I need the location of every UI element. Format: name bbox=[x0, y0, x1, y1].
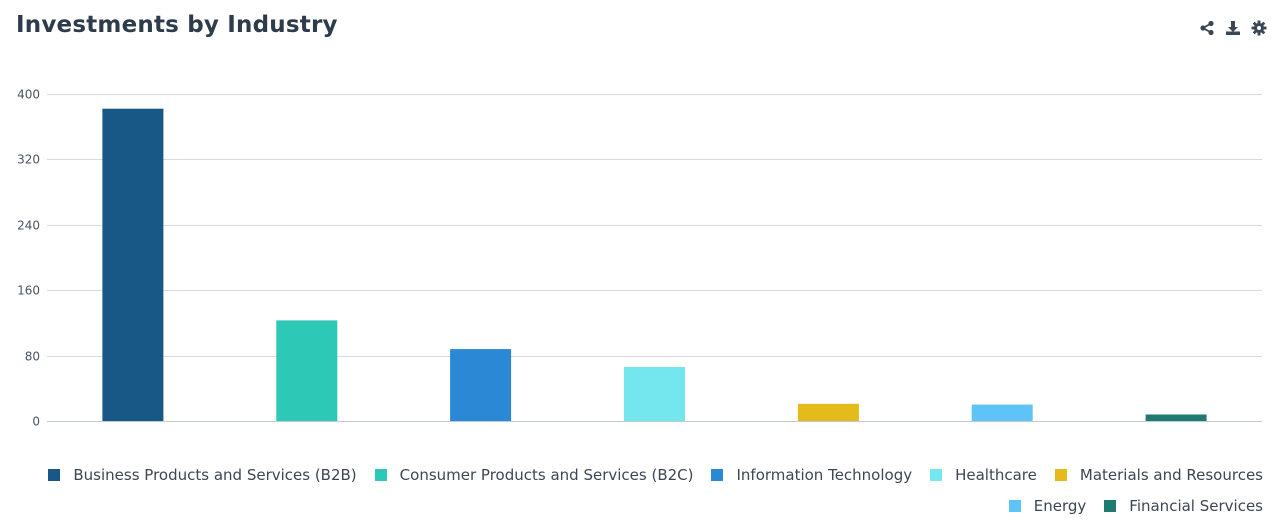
y-tick-label: 0 bbox=[32, 415, 40, 429]
legend-label: Energy bbox=[1033, 497, 1087, 515]
legend-label: Financial Services bbox=[1129, 497, 1263, 515]
legend-label: Information Technology bbox=[736, 466, 913, 484]
legend-swatch bbox=[930, 469, 943, 481]
legend-item[interactable]: Financial Services bbox=[1104, 495, 1263, 517]
chart-title: Investments by Industry bbox=[16, 12, 338, 38]
chart-legend: Business Products and Services (B2B) Cons… bbox=[33, 464, 1263, 517]
chart-toolbar bbox=[1197, 18, 1269, 38]
legend-label: Healthcare bbox=[955, 466, 1037, 484]
bar-7[interactable] bbox=[1145, 414, 1207, 422]
legend-item[interactable]: Materials and Resources bbox=[1054, 464, 1263, 486]
share-icon[interactable] bbox=[1197, 18, 1217, 38]
gear-icon[interactable] bbox=[1249, 18, 1269, 38]
legend-item[interactable]: Information Technology bbox=[711, 464, 912, 486]
legend-item[interactable]: Business Products and Services (B2B) bbox=[48, 464, 357, 486]
bar-3[interactable] bbox=[450, 349, 512, 421]
grid-lines bbox=[47, 94, 1262, 422]
legend-swatch bbox=[1104, 500, 1117, 512]
y-tick-label: 80 bbox=[25, 350, 40, 364]
bar-4[interactable] bbox=[624, 367, 685, 421]
legend-item[interactable]: Healthcare bbox=[930, 464, 1037, 486]
legend-swatch bbox=[1008, 500, 1021, 512]
bar-1[interactable] bbox=[102, 108, 164, 421]
bar-2[interactable] bbox=[276, 320, 338, 421]
legend-label: Consumer Products and Services (B2C) bbox=[399, 466, 694, 484]
y-tick-label: 240 bbox=[17, 219, 40, 233]
legend-item[interactable]: Consumer Products and Services (B2C) bbox=[374, 464, 694, 486]
legend-swatch bbox=[48, 469, 61, 481]
legend-swatch bbox=[1054, 469, 1067, 481]
bar-5[interactable] bbox=[797, 403, 859, 421]
legend-label: Materials and Resources bbox=[1079, 466, 1263, 484]
legend-swatch bbox=[711, 469, 724, 481]
y-tick-label: 160 bbox=[17, 284, 40, 298]
legend-label: Business Products and Services (B2B) bbox=[73, 466, 357, 484]
download-icon[interactable] bbox=[1223, 18, 1243, 38]
legend-swatch bbox=[374, 469, 387, 481]
bar-6[interactable] bbox=[971, 404, 1033, 421]
y-tick-label: 320 bbox=[17, 153, 40, 167]
bars bbox=[102, 108, 1207, 422]
y-tick-label: 400 bbox=[17, 88, 40, 102]
y-axis: 0 80 160 240 320 400 bbox=[17, 88, 40, 429]
bar-chart: 0 80 160 240 320 400 bbox=[17, 88, 1262, 429]
legend-item[interactable]: Energy bbox=[1008, 495, 1087, 517]
